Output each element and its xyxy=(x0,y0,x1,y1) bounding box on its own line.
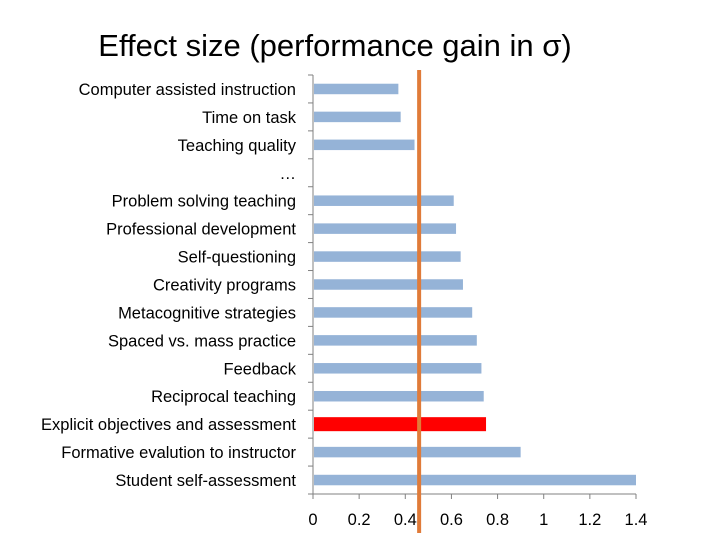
chart-title: Effect size (performance gain in σ) xyxy=(98,28,571,63)
bar xyxy=(314,83,399,95)
bar xyxy=(314,195,454,206)
category-label: Feedback xyxy=(224,360,297,378)
bar-highlighted xyxy=(314,417,487,432)
x-tick-label: 1 xyxy=(539,511,548,529)
category-label: Self-questioning xyxy=(178,249,296,267)
x-tick-label: 0.8 xyxy=(486,511,509,529)
x-tick-label: 1.2 xyxy=(578,511,601,529)
category-label: Creativity programs xyxy=(153,277,296,295)
category-labels: Computer assisted instruction Time on tas… xyxy=(41,81,297,490)
x-tick-labels: 0 0.2 0.4 0.6 0.8 1 1.2 1.4 xyxy=(308,511,647,529)
category-label: … xyxy=(280,165,297,183)
bar xyxy=(314,251,461,262)
category-label: Spaced vs. mass practice xyxy=(108,332,296,350)
category-label: Explicit objectives and assessment xyxy=(41,416,296,434)
x-tick-label: 0.6 xyxy=(440,511,463,529)
bar xyxy=(314,335,477,346)
x-tick-label: 0.4 xyxy=(394,511,417,529)
x-tick-label: 0 xyxy=(308,511,317,529)
category-label: Reciprocal teaching xyxy=(151,388,296,406)
category-label: Student self-assessment xyxy=(115,472,296,490)
bar xyxy=(314,111,401,123)
bar xyxy=(314,139,415,151)
bar xyxy=(314,363,482,374)
category-label: Computer assisted instruction xyxy=(79,81,296,99)
bar xyxy=(314,279,463,290)
category-label: Teaching quality xyxy=(178,137,297,155)
bar xyxy=(314,307,473,318)
bars xyxy=(314,83,636,486)
x-tick-label: 1.4 xyxy=(625,511,648,529)
x-tick-label: 0.2 xyxy=(348,511,371,529)
bar xyxy=(314,223,457,234)
category-label: Problem solving teaching xyxy=(112,193,296,211)
bar xyxy=(314,474,636,486)
category-label: Formative evalution to instructor xyxy=(61,444,296,462)
category-label: Metacognitive strategies xyxy=(118,304,296,322)
category-label: Professional development xyxy=(106,221,296,239)
category-label: Time on task xyxy=(202,109,297,127)
axes xyxy=(308,74,637,499)
bar xyxy=(314,390,484,402)
